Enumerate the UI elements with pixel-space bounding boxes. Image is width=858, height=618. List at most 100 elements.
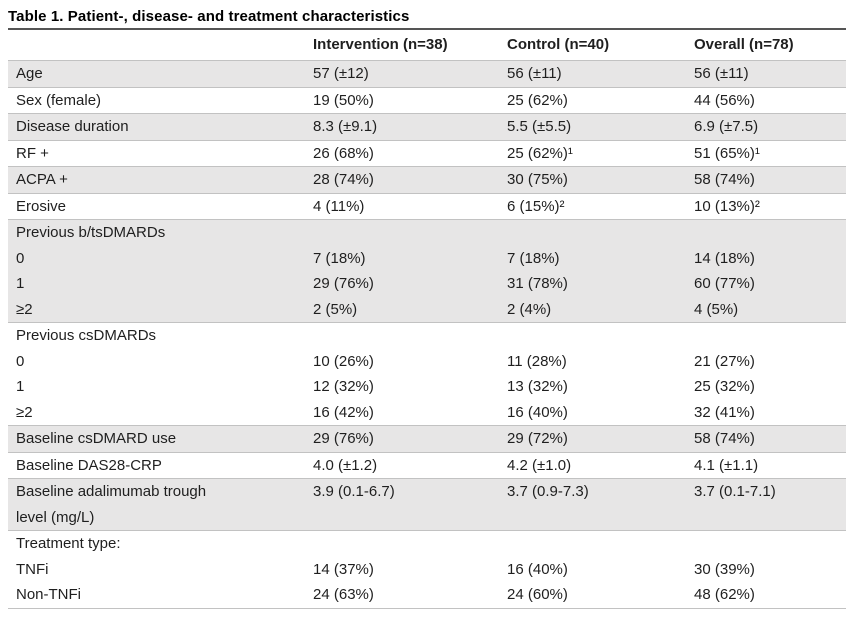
cell-line: 21 (27%) bbox=[694, 352, 755, 370]
cell-line: 16 (40%) bbox=[507, 403, 568, 421]
cell-label: ACPA + bbox=[8, 167, 305, 194]
cell-line: Sex (female) bbox=[16, 91, 102, 109]
cell-line: 26 (68%) bbox=[313, 144, 374, 162]
cell-line: Baseline adalimumab trough bbox=[16, 483, 207, 500]
cell-line: Erosive bbox=[16, 197, 67, 215]
cell-overall: 30 (39%) 48 (62%) bbox=[686, 531, 846, 609]
cell-control: 4.2 (±1.0) bbox=[499, 452, 686, 479]
cell-overall: 10 (13%)² bbox=[686, 193, 846, 220]
cell-intervention: 10 (26%) 12 (32%) 16 (42%) bbox=[305, 323, 499, 426]
cell-overall: 51 (65%)¹ bbox=[686, 140, 846, 167]
cell-line: 10 (13%)² bbox=[694, 197, 760, 215]
cell-label: Age bbox=[8, 61, 305, 88]
cell-label: Baseline adalimumab trough level (mg/L) bbox=[8, 479, 305, 531]
cell-label: Previous b/tsDMARDs 0 1 ≥2 bbox=[8, 220, 305, 323]
cell-control: 3.7 (0.9-7.3) bbox=[499, 479, 686, 531]
cell-line: 8.3 (±9.1) bbox=[313, 118, 378, 135]
cell-line: 56 (±11) bbox=[694, 65, 749, 82]
cell-line: 7 (18%) bbox=[313, 249, 366, 267]
cell-line: 1 bbox=[16, 378, 25, 395]
cell-line: 4 (11%) bbox=[313, 197, 365, 215]
cell-line: 57 (±12) bbox=[313, 65, 369, 82]
cell-line: 7 (18%) bbox=[507, 249, 560, 267]
column-header-overall: Overall (n=78) bbox=[686, 29, 846, 61]
cell-line: ACPA + bbox=[16, 171, 68, 188]
cell-line: 0 bbox=[16, 249, 25, 267]
row-acpa-positive: ACPA + 28 (74%) 30 (75%) 58 (74%) bbox=[8, 166, 846, 194]
cell-intervention: 26 (68%) bbox=[305, 140, 499, 167]
cell-control: 25 (62%)¹ bbox=[499, 140, 686, 167]
cell-overall: 44 (56%) bbox=[686, 87, 846, 114]
cell-line: 5.5 (±5.5) bbox=[507, 118, 572, 135]
cell-line: 31 (78%) bbox=[507, 275, 568, 292]
cell-overall: 58 (74%) bbox=[686, 426, 846, 453]
cell-line: ≥2 bbox=[16, 403, 33, 421]
row-rf-positive: RF + 26 (68%) 25 (62%)¹ 51 (65%)¹ bbox=[8, 140, 846, 167]
cell-intervention: 3.9 (0.1-6.7) bbox=[305, 479, 499, 531]
cell-intervention: 7 (18%) 29 (76%) 2 (5%) bbox=[305, 220, 499, 323]
cell-line: 4 (5%) bbox=[694, 300, 739, 318]
cell-control: 5.5 (±5.5) bbox=[499, 114, 686, 141]
cell-line: 32 (41%) bbox=[694, 403, 755, 421]
row-sex-female: Sex (female) 19 (50%) 25 (62%) 44 (56%) bbox=[8, 87, 846, 114]
cell-line: 19 (50%) bbox=[313, 91, 374, 109]
cell-line bbox=[507, 220, 682, 246]
cell-control: 7 (18%) 31 (78%) 2 (4%) bbox=[499, 220, 686, 323]
cell-line bbox=[313, 323, 495, 349]
cell-line: 25 (62%)¹ bbox=[507, 144, 573, 162]
cell-overall: 58 (74%) bbox=[686, 167, 846, 194]
cell-line: Baseline csDMARD use bbox=[16, 430, 177, 447]
cell-line: Baseline DAS28-CRP bbox=[16, 456, 162, 474]
cell-overall: 6.9 (±7.5) bbox=[686, 114, 846, 141]
cell-line: 11 (28%) bbox=[507, 352, 567, 370]
cell-label: Disease duration bbox=[8, 114, 305, 141]
cell-line: 6 (15%)² bbox=[507, 197, 565, 215]
cell-line bbox=[507, 323, 682, 349]
cell-line: 28 (74%) bbox=[313, 171, 374, 188]
cell-line: ≥2 bbox=[16, 300, 33, 318]
cell-line: 4.2 (±1.0) bbox=[507, 456, 572, 474]
cell-line: 24 (60%) bbox=[507, 586, 568, 603]
cell-line: 3.7 (0.1-7.1) bbox=[694, 483, 776, 500]
cell-line: 58 (74%) bbox=[694, 430, 755, 447]
cell-intervention: 19 (50%) bbox=[305, 87, 499, 114]
cell-line bbox=[694, 531, 842, 557]
cell-line bbox=[313, 220, 495, 246]
cell-line: 3.9 (0.1-6.7) bbox=[313, 483, 395, 500]
cell-control: 29 (72%) bbox=[499, 426, 686, 453]
cell-label: Erosive bbox=[8, 193, 305, 220]
cell-overall: 4.1 (±1.1) bbox=[686, 452, 846, 479]
cell-line bbox=[313, 505, 495, 531]
cell-line: 6.9 (±7.5) bbox=[694, 118, 759, 135]
cell-line: 0 bbox=[16, 352, 25, 370]
cell-overall: 56 (±11) bbox=[686, 61, 846, 88]
row-age: Age 57 (±12) 56 (±11) 56 (±11) bbox=[8, 60, 846, 88]
cell-line: 14 (37%) bbox=[313, 560, 374, 578]
column-header-empty bbox=[8, 29, 305, 61]
cell-line: 56 (±11) bbox=[507, 65, 562, 82]
cell-line: RF + bbox=[16, 144, 49, 162]
cell-line: Age bbox=[16, 65, 43, 82]
cell-line: 13 (32%) bbox=[507, 378, 568, 395]
cell-line: Treatment type: bbox=[16, 535, 121, 552]
cell-line: 30 (75%) bbox=[507, 171, 568, 188]
cell-line: 1 bbox=[16, 275, 25, 292]
cell-line bbox=[507, 505, 682, 531]
characteristics-table: Intervention (n=38) Control (n=40) Overa… bbox=[8, 28, 846, 609]
cell-control: 30 (75%) bbox=[499, 167, 686, 194]
cell-line bbox=[694, 220, 842, 246]
cell-intervention: 8.3 (±9.1) bbox=[305, 114, 499, 141]
cell-line: 25 (62%) bbox=[507, 91, 568, 109]
cell-label: Treatment type: TNFi Non-TNFi bbox=[8, 531, 305, 609]
cell-line: 24 (63%) bbox=[313, 586, 374, 603]
cell-line: 3.7 (0.9-7.3) bbox=[507, 483, 589, 500]
cell-line: 16 (42%) bbox=[313, 403, 374, 421]
cell-intervention: 29 (76%) bbox=[305, 426, 499, 453]
cell-overall: 3.7 (0.1-7.1) bbox=[686, 479, 846, 531]
cell-intervention: 14 (37%) 24 (63%) bbox=[305, 531, 499, 609]
cell-line: 29 (76%) bbox=[313, 275, 374, 292]
page-title: Table 1. Patient-, disease- and treatmen… bbox=[8, 8, 410, 25]
cell-line: Previous csDMARDs bbox=[16, 327, 157, 344]
cell-intervention: 28 (74%) bbox=[305, 167, 499, 194]
cell-line: 25 (32%) bbox=[694, 378, 755, 395]
